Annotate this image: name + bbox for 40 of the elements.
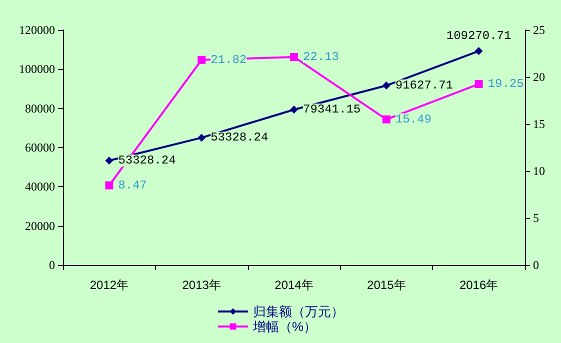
y2-tick-label: 10 [533,164,545,178]
point [382,115,390,124]
point [474,80,483,88]
y-tick-label: 0 [49,258,55,272]
point [198,134,206,142]
data-label: 109270.71 [446,29,512,44]
y-tick-label: 80000 [25,101,55,116]
point [290,106,298,114]
x-tick-label: 2015年 [367,278,406,292]
data-label: 91627.71 [395,78,454,93]
y-tick-label: 100000 [19,62,55,76]
point [474,47,483,56]
point [198,56,206,64]
y2-tick-label: 20 [533,70,545,84]
y-tick-label: 40000 [25,180,55,194]
x-tick-label: 2016年 [459,278,498,292]
x-tick-label: 2014年 [274,278,314,292]
data-label: 19.25 [488,77,524,92]
legend-label: 增幅（%） [252,319,317,334]
point [105,156,114,165]
x-tick-label: 2012年 [90,278,129,292]
data-label: 8.47 [118,178,148,192]
y2-tick-label: 0 [533,258,539,272]
data-label: 79341.15 [303,102,361,117]
point [382,82,390,90]
data-label: 21.82 [210,52,247,67]
y-tick-label: 60000 [25,140,55,154]
data-label: 53328.24 [118,154,176,168]
point [105,181,114,190]
data-label: 22.13 [303,50,340,64]
point [290,52,298,61]
y2-tick-label: 25 [533,23,545,37]
y-tick-label: 20000 [25,218,55,233]
data-label: 15.49 [395,112,432,126]
y2-tick-label: 15 [533,117,545,131]
x-tick-label: 2013年 [182,278,221,292]
y-tick-label: 120000 [19,23,55,37]
annotation: 53328.24 [210,130,268,145]
legend-label: 归集额（万元） [253,304,344,319]
y2-tick-label: 5 [533,211,539,225]
